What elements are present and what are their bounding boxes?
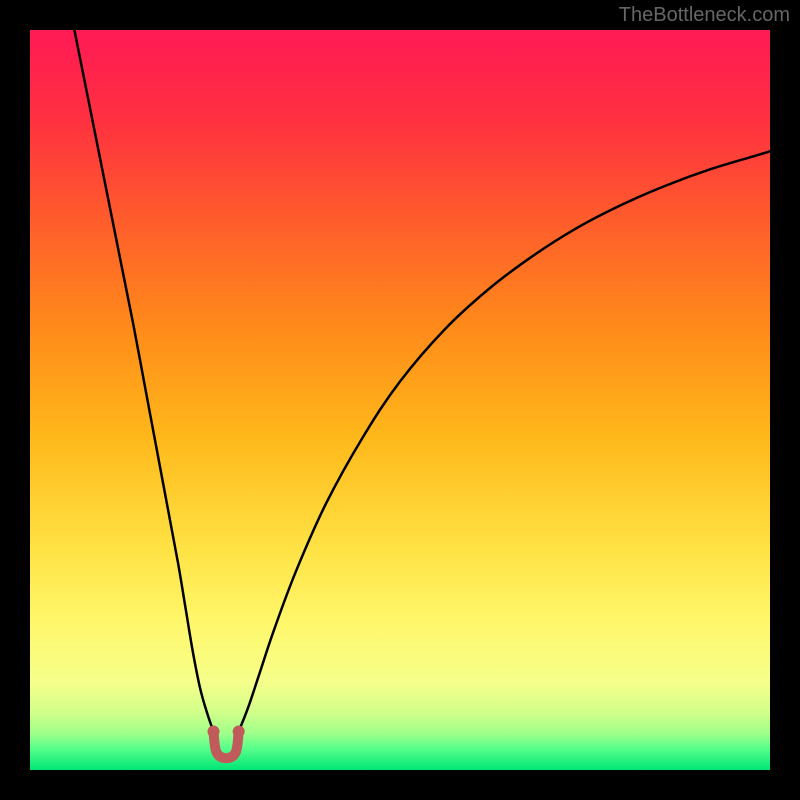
chart-svg xyxy=(30,30,770,770)
chart-area xyxy=(30,30,770,770)
gradient-background xyxy=(30,30,770,770)
watermark-text: TheBottleneck.com xyxy=(619,4,790,27)
minimum-dot-right xyxy=(233,726,245,738)
minimum-dot-left xyxy=(208,726,220,738)
